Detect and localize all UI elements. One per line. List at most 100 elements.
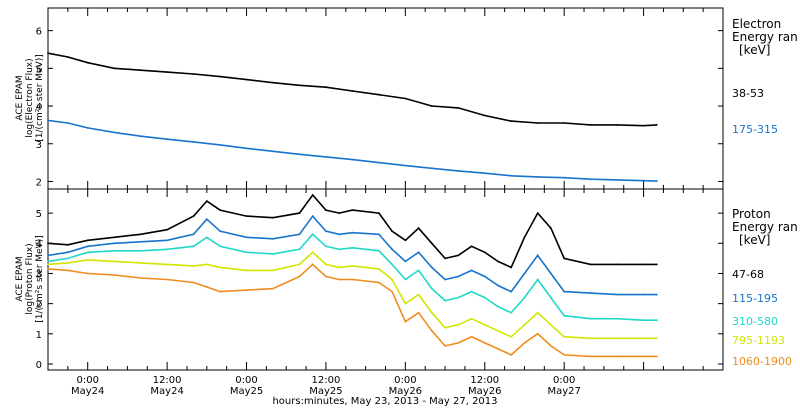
data-point — [272, 287, 274, 290]
data-point — [391, 290, 393, 293]
data-point — [245, 215, 248, 218]
data-point — [655, 337, 658, 340]
x-tick-day-label: May25 — [230, 386, 263, 397]
data-point — [311, 263, 314, 266]
data-point — [563, 176, 566, 179]
data-point — [47, 254, 49, 257]
proton-legend-title-2: Energy ran — [732, 220, 798, 234]
data-point — [430, 311, 433, 314]
data-point — [470, 290, 473, 293]
data-point — [589, 317, 592, 320]
data-point — [219, 230, 222, 233]
data-point — [192, 73, 195, 75]
data-point — [470, 335, 473, 338]
data-point — [113, 274, 116, 276]
data-point — [67, 122, 69, 124]
data-point — [47, 52, 49, 55]
data-point — [391, 248, 393, 251]
data-point — [113, 67, 116, 70]
data-point — [497, 284, 499, 287]
data-point — [245, 78, 248, 81]
data-point — [655, 180, 658, 183]
data-point — [536, 176, 539, 178]
data-point — [391, 278, 393, 281]
proton-y-label-line-1: ACE EPAM — [15, 256, 25, 301]
data-point — [536, 212, 539, 215]
y-tick-label: 3 — [36, 140, 42, 151]
data-point — [139, 249, 142, 252]
legend-entry: 115-195 — [732, 292, 778, 305]
data-point — [325, 156, 327, 158]
proton-y-label-line-2: log(Proton Flux) — [25, 243, 35, 314]
data-point — [139, 233, 142, 236]
data-point — [338, 248, 341, 251]
data-point — [378, 268, 380, 270]
electron-series — [47, 52, 658, 183]
data-point — [272, 237, 274, 240]
proton-legend-title-1: Proton — [732, 207, 771, 221]
data-point — [536, 311, 539, 314]
data-point — [589, 337, 592, 340]
data-point — [444, 326, 446, 329]
x-tick-day-label: May25 — [309, 386, 342, 397]
data-point — [86, 61, 89, 64]
data-point — [351, 209, 354, 212]
data-point — [503, 263, 506, 266]
data-point — [404, 302, 407, 305]
data-point — [483, 296, 486, 299]
x-tick-time-label: 0:00 — [76, 375, 98, 386]
data-point — [616, 179, 618, 181]
data-point — [642, 293, 645, 296]
data-point — [470, 269, 473, 272]
data-point — [192, 215, 195, 218]
data-point — [536, 278, 539, 281]
electron-legend: 38-53 175-315 — [732, 87, 778, 136]
data-point — [351, 231, 354, 234]
y-tick-label: 1 — [36, 330, 42, 341]
data-point — [86, 245, 89, 248]
data-point — [523, 296, 526, 299]
data-point — [325, 245, 327, 248]
y-tick-label: 0 — [36, 360, 42, 371]
data-point — [166, 138, 169, 141]
data-point — [139, 69, 142, 72]
data-point — [67, 243, 69, 246]
data-point — [430, 266, 433, 269]
data-point — [430, 105, 433, 107]
data-point — [470, 245, 473, 248]
data-point — [351, 90, 354, 92]
data-point — [205, 200, 208, 203]
data-point — [272, 81, 274, 84]
data-point — [642, 337, 645, 340]
data-point — [166, 239, 169, 242]
data-point — [483, 323, 486, 326]
data-point — [192, 265, 195, 267]
data-point — [523, 323, 526, 326]
data-point — [298, 153, 301, 156]
data-point — [311, 194, 314, 196]
data-point — [311, 215, 314, 218]
data-point — [245, 236, 248, 239]
data-point — [457, 296, 460, 299]
data-point — [444, 257, 446, 260]
data-point — [404, 278, 407, 281]
data-point — [338, 233, 341, 236]
x-tick-day-label: May27 — [547, 386, 580, 397]
data-point — [47, 263, 49, 266]
data-point — [272, 269, 274, 272]
y-tick-label: 5 — [36, 209, 42, 220]
data-point — [510, 311, 513, 314]
data-point — [655, 124, 658, 126]
data-point — [219, 266, 222, 269]
data-point — [378, 249, 380, 252]
data-point — [192, 281, 195, 284]
data-point — [510, 266, 513, 269]
x-tick-time-label: 12:00 — [470, 375, 499, 386]
legend-entry: 1060-1900 — [732, 355, 792, 368]
data-point — [391, 263, 393, 266]
y-tick-label: 2 — [36, 177, 42, 188]
data-point — [325, 209, 327, 212]
data-point — [503, 308, 506, 311]
data-point — [510, 174, 513, 177]
data-point — [536, 122, 539, 124]
